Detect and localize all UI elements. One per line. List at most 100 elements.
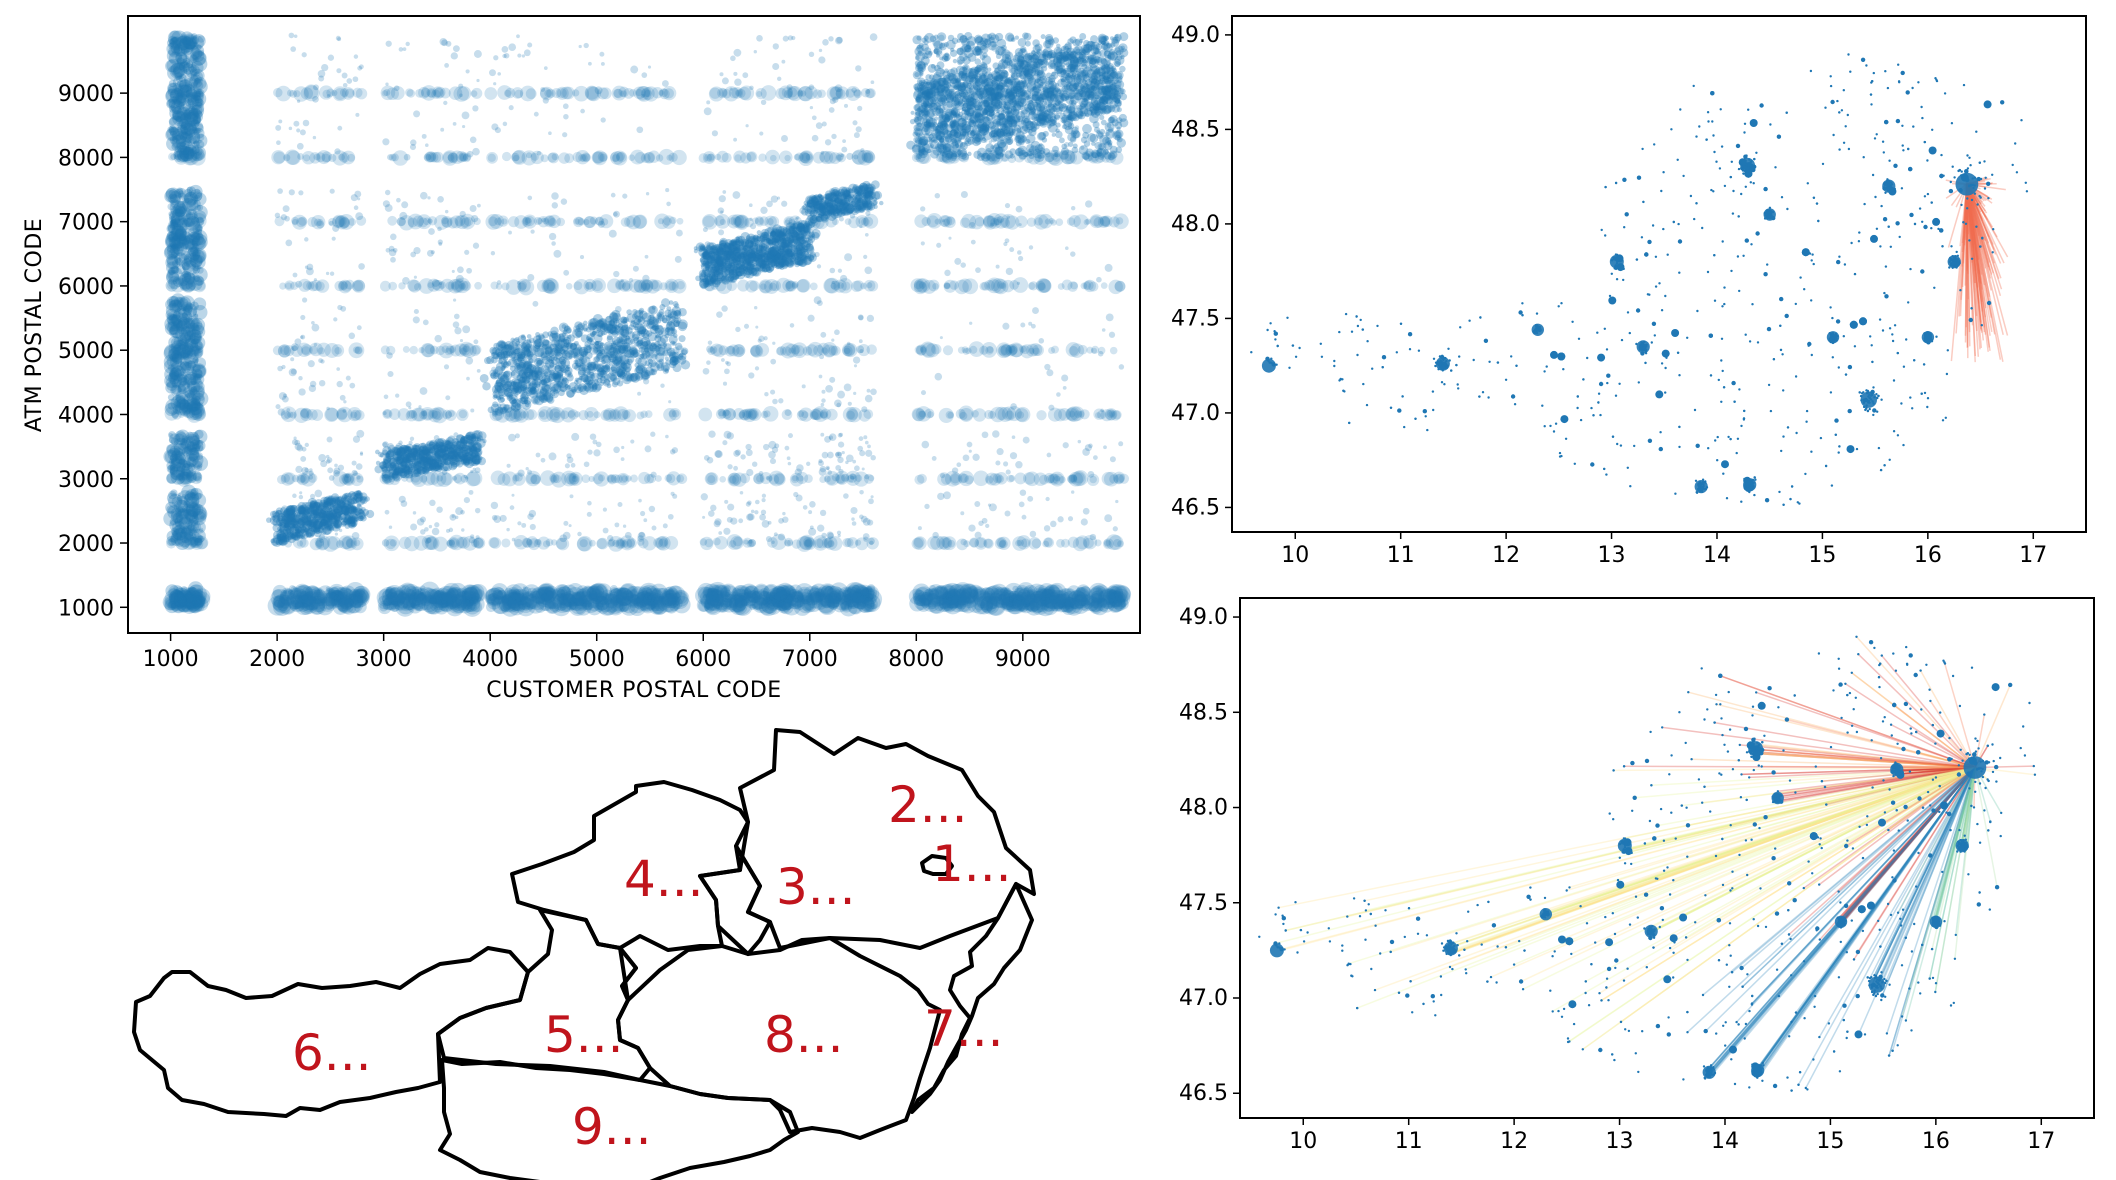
- scatter-point: [464, 598, 481, 615]
- scatter-point: [492, 589, 503, 600]
- scatter-point: [301, 591, 322, 611]
- scatter-point: [450, 462, 458, 469]
- scatter-point: [445, 588, 455, 598]
- scatter-point: [595, 595, 607, 608]
- scatter-point: [433, 588, 453, 608]
- scatter-point: [313, 593, 326, 607]
- scatter-point: [307, 595, 316, 605]
- scatter-point: [490, 356, 498, 364]
- scatter-point: [176, 587, 196, 607]
- scatter-point: [512, 589, 522, 598]
- scatter-point: [294, 596, 314, 616]
- scatter-point: [469, 584, 485, 600]
- scatter-point: [284, 588, 295, 600]
- scatter-point: [183, 258, 192, 267]
- scatter-point: [423, 594, 444, 615]
- scatter-point: [660, 595, 671, 605]
- scatter-point: [541, 587, 557, 603]
- scatter-point: [463, 585, 483, 605]
- scatter-point: [745, 235, 751, 241]
- scatter-point: [430, 590, 450, 609]
- scatter-point: [782, 242, 790, 249]
- scatter-point: [573, 359, 579, 365]
- scatter-point: [516, 597, 536, 617]
- scatter-point: [678, 335, 686, 343]
- scatter-point: [345, 582, 366, 602]
- scatter-point: [365, 509, 375, 519]
- scatter-point: [437, 585, 456, 605]
- scatter-point: [641, 328, 648, 335]
- scatter-point: [705, 265, 714, 273]
- scatter-point: [193, 596, 209, 612]
- scatter-point: [438, 596, 447, 606]
- scatter-point: [665, 585, 686, 606]
- scatter-point: [568, 597, 588, 617]
- scatter-point: [651, 587, 661, 597]
- scatter-point: [534, 587, 555, 607]
- scatter-point: [538, 333, 545, 340]
- scatter-point: [181, 593, 196, 608]
- scatter-point: [412, 594, 430, 612]
- scatter-point: [492, 394, 498, 400]
- scatter-point: [633, 592, 649, 608]
- scatter-point: [335, 587, 348, 600]
- scatter-point: [328, 586, 345, 603]
- scatter-point: [574, 364, 581, 371]
- scatter-point: [299, 593, 314, 607]
- scatter-point: [429, 587, 447, 604]
- scatter-point: [479, 373, 489, 383]
- scatter-point: [174, 590, 188, 603]
- scatter-point: [505, 591, 523, 609]
- scatter-point: [646, 321, 655, 330]
- scatter-point: [792, 258, 800, 265]
- scatter-point: [556, 601, 567, 612]
- scatter-point: [559, 589, 568, 598]
- scatter-point: [510, 381, 516, 387]
- scatter-point: [476, 435, 484, 442]
- scatter-point: [406, 597, 417, 608]
- scatter-point: [336, 597, 352, 613]
- scatter-point: [520, 592, 538, 611]
- scatter-point: [629, 597, 646, 614]
- scatter-point: [176, 589, 195, 608]
- scatter-point: [508, 589, 518, 599]
- scatter-point: [636, 594, 652, 610]
- scatter-point: [183, 188, 193, 198]
- scatter-point: [282, 588, 295, 601]
- scatter-point: [316, 585, 335, 604]
- scatter-point: [298, 599, 315, 615]
- scatter-point: [348, 598, 357, 608]
- scatter-point: [486, 594, 496, 604]
- scatter-point: [1080, 586, 1091, 597]
- scatter-point: [417, 591, 426, 600]
- scatter-point: [560, 385, 567, 393]
- scatter-point: [296, 584, 314, 603]
- scatter-point: [616, 587, 629, 600]
- scatter-point: [338, 596, 348, 605]
- scatter-point: [1070, 599, 1080, 610]
- scatter-point: [563, 326, 572, 334]
- scatter-point: [291, 594, 305, 609]
- scatter-point: [498, 594, 517, 613]
- scatter-point: [176, 200, 185, 209]
- scatter-point: [447, 588, 468, 609]
- scatter-point: [633, 597, 645, 609]
- scatter-point: [410, 589, 422, 601]
- scatter-point: [394, 599, 405, 610]
- scatter-point: [635, 596, 646, 607]
- scatter-point: [421, 587, 438, 604]
- scatter-point: [405, 586, 420, 600]
- scatter-point: [179, 589, 192, 602]
- scatter-point: [716, 259, 724, 268]
- scatter-point: [630, 586, 649, 604]
- scatter-point: [182, 57, 191, 66]
- scatter-point: [462, 590, 476, 604]
- scatter-point: [517, 596, 532, 611]
- scatter-point: [351, 588, 370, 608]
- scatter-point: [552, 588, 566, 602]
- scatter-point: [642, 587, 653, 598]
- scatter-point: [460, 602, 470, 612]
- scatter-point: [168, 189, 179, 200]
- scatter-point: [420, 595, 438, 613]
- scatter-point: [501, 595, 512, 606]
